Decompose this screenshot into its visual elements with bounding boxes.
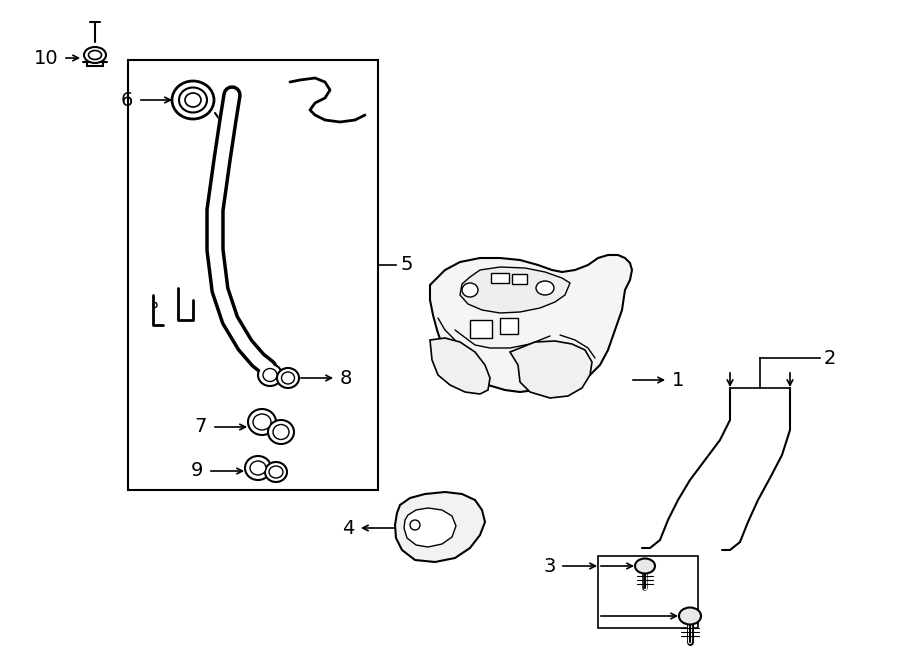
Ellipse shape <box>250 461 266 475</box>
Polygon shape <box>395 492 485 562</box>
Text: 5: 5 <box>400 256 412 274</box>
Polygon shape <box>430 338 490 394</box>
Polygon shape <box>404 508 456 547</box>
Ellipse shape <box>245 456 271 480</box>
Bar <box>470 320 492 338</box>
Bar <box>500 318 518 334</box>
Ellipse shape <box>258 364 282 386</box>
Ellipse shape <box>172 81 214 119</box>
Ellipse shape <box>273 424 289 440</box>
Text: 9: 9 <box>191 461 203 481</box>
Polygon shape <box>510 341 592 398</box>
Ellipse shape <box>179 87 207 112</box>
Text: 2: 2 <box>824 348 836 368</box>
Text: 8: 8 <box>340 368 353 387</box>
Text: 7: 7 <box>194 418 207 436</box>
Text: 4: 4 <box>342 518 354 537</box>
Ellipse shape <box>153 303 157 307</box>
Ellipse shape <box>410 520 420 530</box>
Ellipse shape <box>88 50 102 59</box>
Text: 10: 10 <box>33 48 58 67</box>
Ellipse shape <box>248 409 276 435</box>
Ellipse shape <box>253 414 271 430</box>
Text: 6: 6 <box>121 91 133 110</box>
Bar <box>598 556 698 628</box>
Ellipse shape <box>185 93 201 107</box>
Polygon shape <box>460 267 570 313</box>
Ellipse shape <box>268 420 294 444</box>
Ellipse shape <box>635 559 655 574</box>
Bar <box>491 273 509 283</box>
Text: 3: 3 <box>544 557 556 576</box>
Ellipse shape <box>282 372 294 384</box>
Polygon shape <box>430 255 632 392</box>
Bar <box>128 60 378 490</box>
Ellipse shape <box>679 607 701 625</box>
Bar <box>512 274 527 284</box>
Ellipse shape <box>277 368 299 388</box>
Ellipse shape <box>536 281 554 295</box>
Ellipse shape <box>462 283 478 297</box>
Text: 1: 1 <box>672 371 684 389</box>
Ellipse shape <box>263 368 277 381</box>
Ellipse shape <box>265 462 287 482</box>
Ellipse shape <box>84 47 106 63</box>
Ellipse shape <box>269 466 283 478</box>
